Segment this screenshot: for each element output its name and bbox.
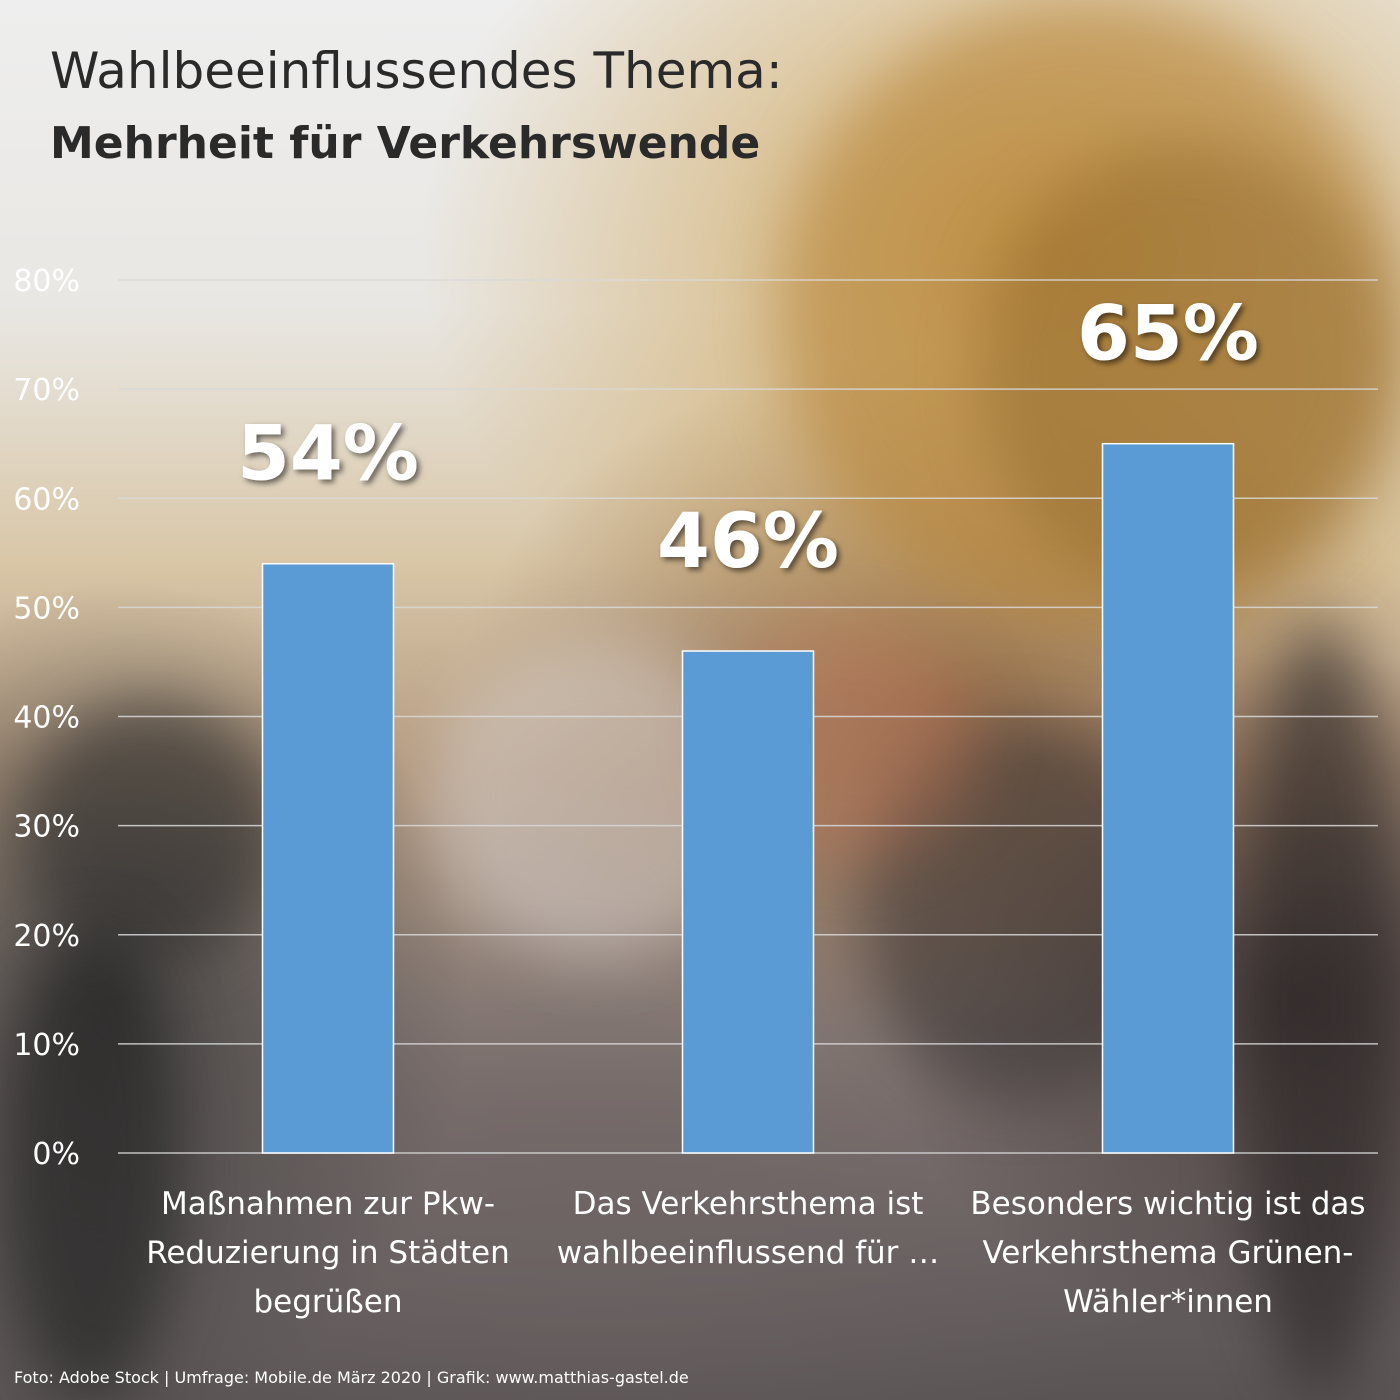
bar	[1101, 442, 1235, 1154]
data-label: 65%	[1077, 289, 1259, 378]
category-label: Das Verkehrsthema ist	[573, 1186, 924, 1222]
data-labels: 54% 46% 65%	[237, 289, 1259, 585]
y-axis-ticks: 0% 10% 20% 30% 40% 50% 60% 70% 80%	[13, 264, 80, 1172]
category-label: wahlbeeinflussend für …	[557, 1235, 940, 1271]
category-label: Maßnahmen zur Pkw-	[161, 1186, 495, 1222]
data-label: 54%	[237, 409, 419, 498]
y-tick-label: 60%	[13, 482, 80, 517]
category-label: begrüßen	[253, 1284, 402, 1320]
category-label: Wähler*innen	[1063, 1284, 1273, 1320]
y-tick-label: 40%	[13, 701, 80, 736]
y-tick-label: 50%	[13, 591, 80, 626]
chart-title: Wahlbeeinflussendes Thema:	[50, 42, 783, 100]
bar	[681, 650, 815, 1154]
y-tick-label: 30%	[13, 810, 80, 845]
y-tick-label: 0%	[32, 1137, 80, 1172]
category-label: Reduzierung in Städten	[146, 1235, 510, 1271]
x-axis-categories: Maßnahmen zur Pkw- Reduzierung in Städten…	[146, 1186, 1365, 1320]
chart-subtitle: Mehrheit für Verkehrswende	[50, 118, 761, 169]
bar	[261, 562, 395, 1154]
y-tick-label: 20%	[13, 919, 80, 954]
y-tick-label: 70%	[13, 373, 80, 408]
y-tick-label: 10%	[13, 1028, 80, 1063]
y-tick-label: 80%	[13, 264, 80, 299]
category-label: Verkehrsthema Grünen-	[983, 1235, 1354, 1271]
category-label: Besonders wichtig ist das	[970, 1186, 1365, 1222]
data-label: 46%	[657, 496, 839, 585]
bars	[261, 442, 1235, 1154]
footer-credit: Foto: Adobe Stock | Umfrage: Mobile.de M…	[14, 1368, 689, 1387]
